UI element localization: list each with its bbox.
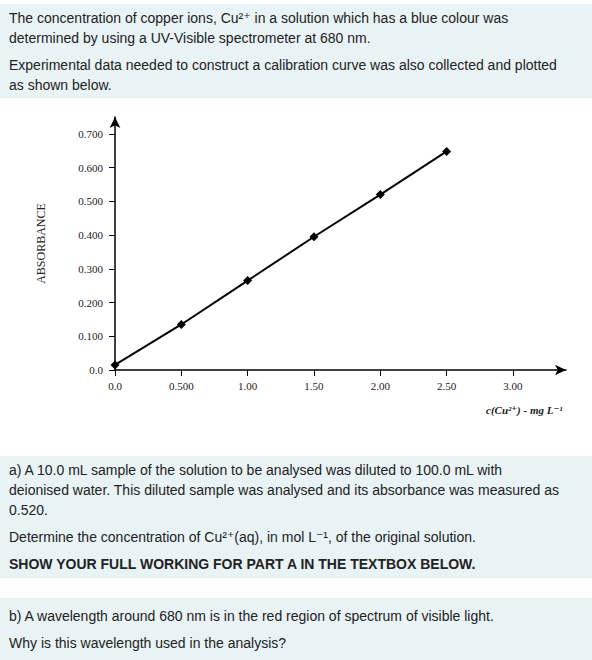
svg-text:0.300: 0.300 — [78, 263, 103, 275]
svg-text:0.200: 0.200 — [78, 297, 103, 309]
svg-text:0.600: 0.600 — [78, 162, 103, 174]
svg-text:0.700: 0.700 — [78, 128, 103, 140]
html-text:a) A 10.0 mL sample of the sol: a) A 10.0 mL sample of the solution to b… — [9, 462, 503, 478]
svg-text:0.0: 0.0 — [89, 364, 103, 376]
svg-text:2.50: 2.50 — [437, 380, 457, 392]
html-text:b) A wavelength around 680 nm: b) A wavelength around 680 nm is in the … — [9, 608, 494, 624]
html-text:The concentration of copper io: The concentration of copper ions, Cu²⁺ i… — [9, 10, 509, 26]
svg-text:0.0: 0.0 — [108, 380, 122, 392]
svg-text:1.50: 1.50 — [304, 380, 324, 392]
svg-text:3.00: 3.00 — [503, 380, 523, 392]
svg-text:1.00: 1.00 — [238, 380, 258, 392]
html-text:Determine the concentration of: Determine the concentration of Cu²⁺(aq),… — [9, 529, 476, 545]
svg-text:ABSORBANCE: ABSORBANCE — [34, 203, 48, 284]
html-text:Why is this wavelength used in: Why is this wavelength used in the analy… — [9, 635, 286, 651]
svg-text:c(Cu²⁺) - mg L⁻¹: c(Cu²⁺) - mg L⁻¹ — [486, 404, 563, 417]
svg-text:2.00: 2.00 — [371, 380, 391, 392]
svg-text:0.500: 0.500 — [169, 380, 194, 392]
html-text:Experimental data needed to co: Experimental data needed to construct a … — [9, 57, 557, 73]
svg-text:0.400: 0.400 — [78, 229, 103, 241]
svg-text:0.100: 0.100 — [78, 330, 103, 342]
html-text:SHOW YOUR FULL WORKING FOR PAR: SHOW YOUR FULL WORKING FOR PART A IN THE… — [9, 556, 476, 572]
svg-text:0.500: 0.500 — [78, 195, 103, 207]
html-text:determined by using a UV-Visib: determined by using a UV-Visible spectro… — [9, 30, 371, 46]
html-text:as shown below.: as shown below. — [9, 77, 112, 93]
html-text:0.520.: 0.520. — [9, 502, 48, 518]
html-text:deionised water. This diluted: deionised water. This diluted sample was… — [9, 482, 559, 498]
